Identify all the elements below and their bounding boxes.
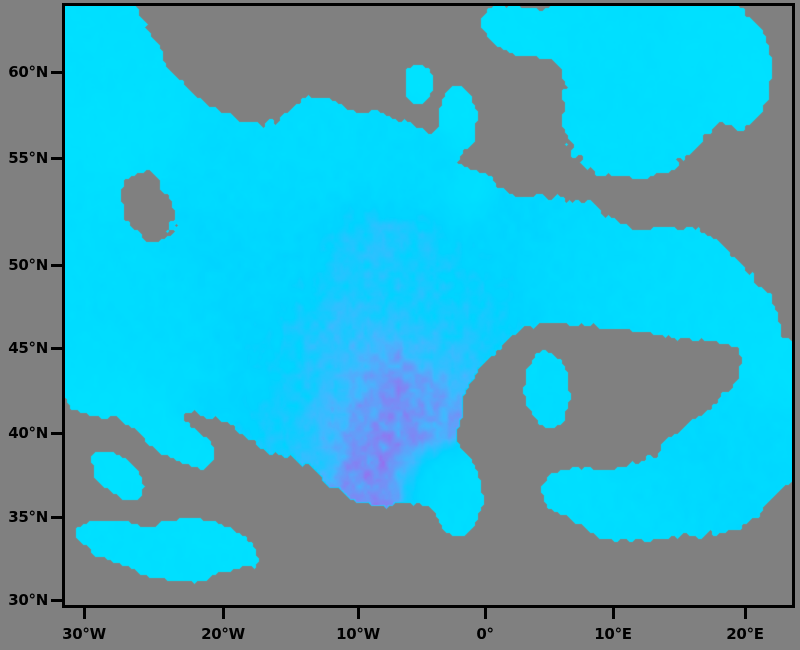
latitude-tick-mark: [51, 71, 62, 74]
longitude-tick-label: 10°W: [336, 625, 380, 643]
longitude-tick-label: 20°W: [201, 625, 245, 643]
longitude-tick-mark: [612, 608, 615, 619]
longitude-tick-mark: [357, 608, 360, 619]
latitude-tick-mark: [51, 599, 62, 602]
latitude-tick-mark: [51, 347, 62, 350]
map-plot-area[interactable]: [62, 3, 795, 608]
longitude-tick-label: 30°W: [62, 625, 106, 643]
longitude-tick-label: 10°E: [594, 625, 632, 643]
latitude-tick-mark: [51, 264, 62, 267]
latitude-tick-mark: [51, 516, 62, 519]
longitude-tick-mark: [744, 608, 747, 619]
longitude-tick-mark: [484, 608, 487, 619]
latitude-tick-label: 50°N: [8, 256, 48, 274]
raster-data-layer: [65, 6, 792, 605]
latitude-tick-mark: [51, 432, 62, 435]
longitude-tick-label: 0°: [476, 625, 494, 643]
latitude-tick-label: 55°N: [8, 149, 48, 167]
latitude-tick-label: 40°N: [8, 424, 48, 442]
latitude-tick-label: 45°N: [8, 339, 48, 357]
latitude-tick-label: 35°N: [8, 508, 48, 526]
longitude-tick-mark: [83, 608, 86, 619]
latitude-tick-label: 60°N: [8, 63, 48, 81]
longitude-tick-label: 20°E: [726, 625, 764, 643]
longitude-tick-mark: [222, 608, 225, 619]
latitude-tick-label: 30°N: [8, 591, 48, 609]
latitude-tick-mark: [51, 157, 62, 160]
